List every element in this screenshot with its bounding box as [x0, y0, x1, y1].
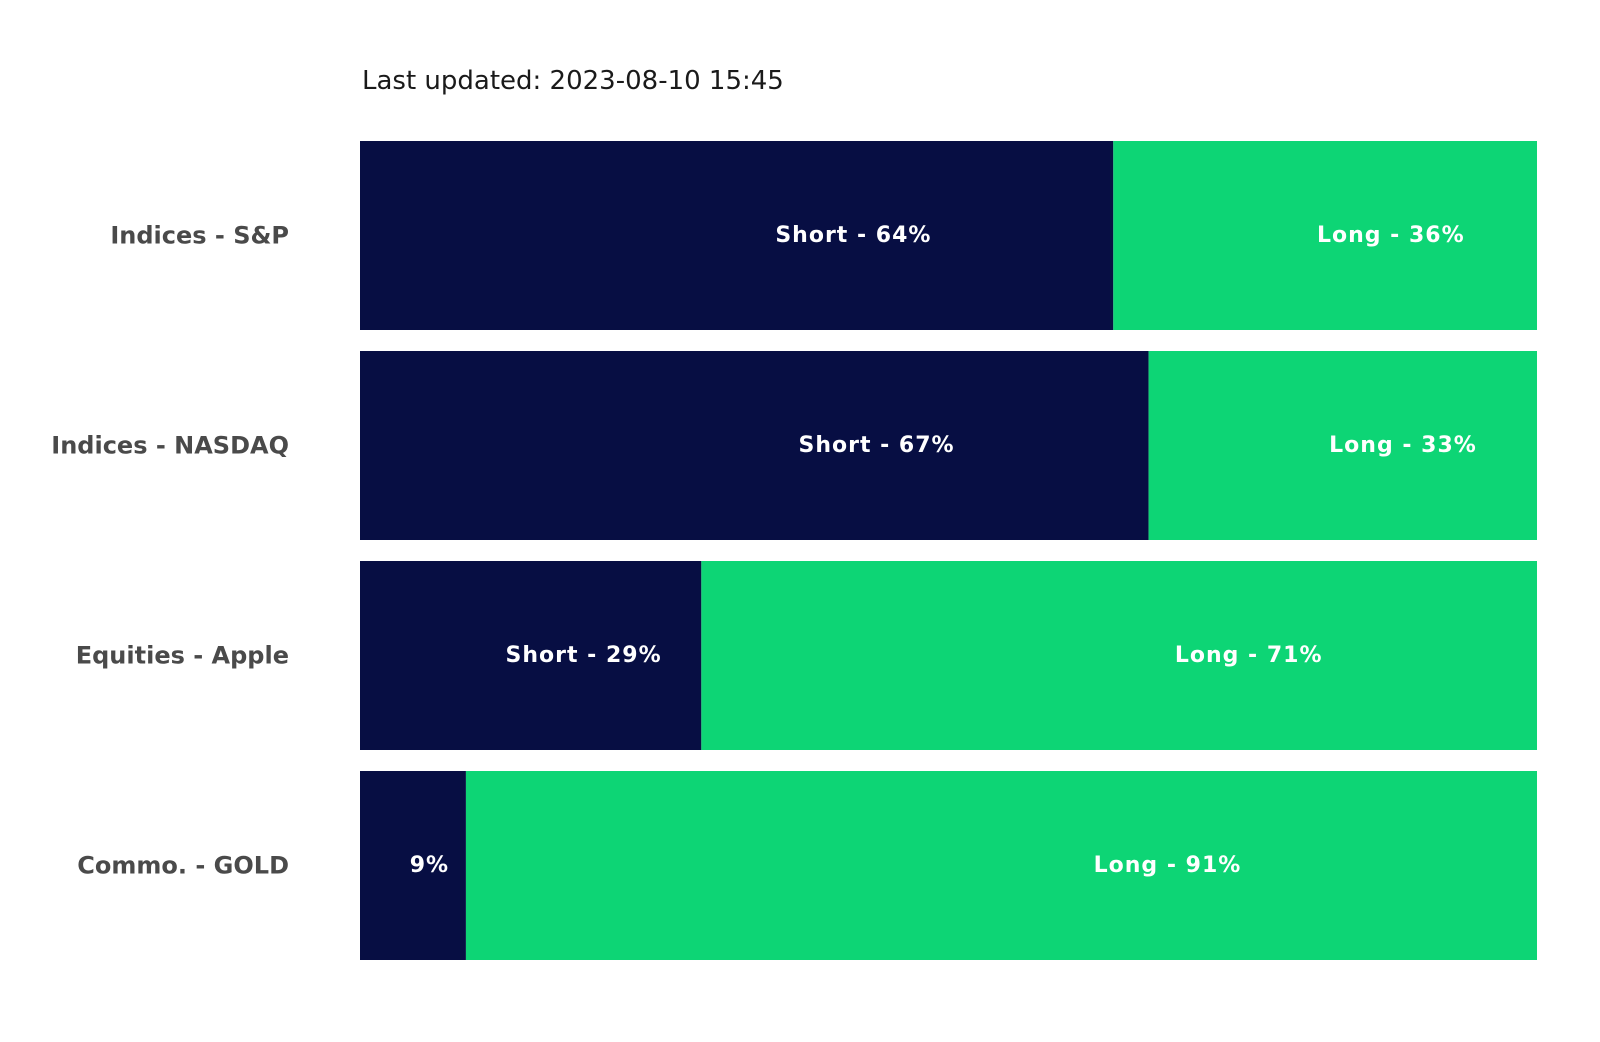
short-bar — [360, 141, 1114, 330]
long-value-label: Long - 33% — [1329, 433, 1477, 458]
short-bar — [360, 771, 466, 960]
short-value-label: Short - 67% — [798, 433, 954, 458]
last-updated-text: Last updated: 2023-08-10 15:45 — [362, 66, 784, 96]
long-value-label: Long - 91% — [1094, 853, 1242, 878]
long-value-label: Long - 71% — [1175, 643, 1323, 668]
category-label: Indices - S&P — [110, 222, 289, 250]
category-label: Indices - NASDAQ — [51, 432, 289, 460]
short-value-label: Short - 64% — [775, 223, 931, 248]
short-value-label: 9% — [410, 853, 449, 878]
long-bar — [701, 561, 1537, 750]
short-bar — [360, 561, 702, 750]
long-bar — [1148, 351, 1537, 540]
long-bar — [465, 771, 1538, 960]
long-bar — [1113, 141, 1537, 330]
plot-area: Indices - S&P Short - 64% Long - 36% Indice… — [51, 141, 1538, 960]
short-value-label: Short - 29% — [506, 643, 662, 668]
short-bar — [360, 351, 1149, 540]
category-label: Equities - Apple — [76, 642, 289, 670]
long-value-label: Long - 36% — [1317, 223, 1465, 248]
category-label: Commo. - GOLD — [77, 852, 289, 880]
